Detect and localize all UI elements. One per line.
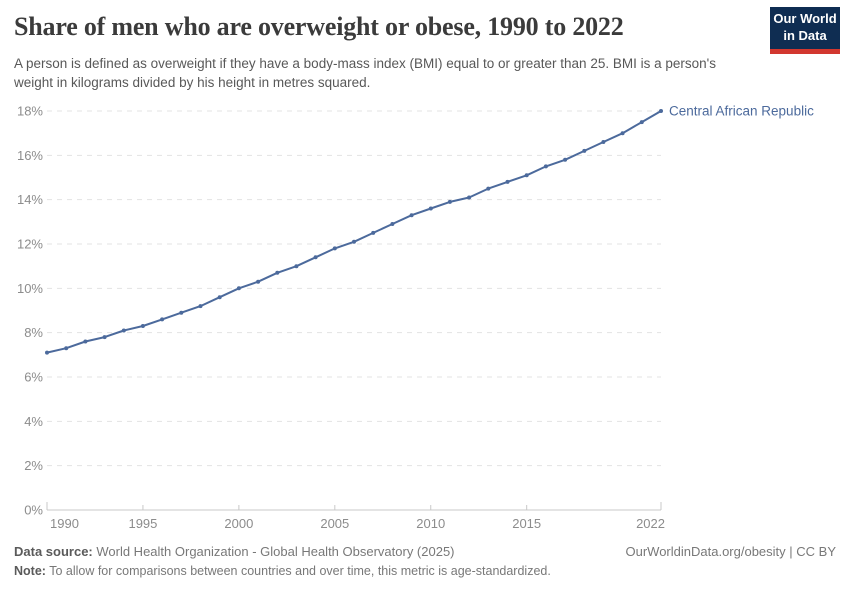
y-tick-label: 12% — [17, 237, 43, 252]
data-source-label: Data source: — [14, 544, 93, 559]
data-point-marker — [620, 131, 625, 136]
y-tick-label: 14% — [17, 192, 43, 207]
line-chart: 0% 2% 4% 6% 8% 10% 12% 14% 16% 18% 1990 1995 2000 200… — [17, 104, 814, 532]
y-tick-label: 2% — [24, 458, 43, 473]
y-tick-label: 4% — [24, 414, 43, 429]
data-point-marker — [409, 213, 414, 218]
owid-logo-line1: Our World — [773, 11, 837, 27]
y-tick-label: 0% — [24, 503, 43, 518]
page-title: Share of men who are overweight or obese… — [14, 12, 624, 41]
data-point-marker — [313, 255, 318, 260]
chart-subtitle: A person is defined as overweight if the… — [14, 56, 716, 91]
y-tick-label: 6% — [24, 370, 43, 385]
data-point-marker — [64, 346, 69, 351]
data-point-marker — [390, 222, 395, 226]
data-point-marker — [256, 279, 261, 284]
data-point-marker — [659, 109, 663, 113]
x-tick-label: 2015 — [512, 516, 541, 531]
note-label: Note: — [14, 564, 46, 578]
data-point-marker — [563, 157, 568, 162]
data-point-marker — [83, 339, 88, 344]
x-tick-label: 2000 — [224, 516, 253, 531]
note-text: To allow for comparisons between countri… — [45, 564, 551, 578]
x-tick-label: 2005 — [320, 516, 349, 531]
data-point-marker — [160, 317, 165, 322]
y-tick-label: 8% — [24, 325, 43, 340]
entity-label: Central African Republic — [669, 104, 814, 119]
data-point-marker — [543, 164, 548, 169]
x-tick-label: 1995 — [128, 516, 157, 531]
data-point-marker — [428, 206, 433, 211]
data-point-marker — [601, 140, 606, 144]
data-point-marker — [102, 335, 107, 340]
data-point-marker — [45, 350, 49, 355]
data-point-marker — [371, 230, 376, 235]
data-point-marker — [505, 179, 510, 184]
chart-svg: 0% 2% 4% 6% 8% 10% 12% 14% 16% 18% 1990 1995 2000 200… — [17, 104, 814, 532]
data-source-text: World Health Organization - Global Healt… — [92, 544, 455, 559]
owid-url-link[interactable]: OurWorldinData.org/obesity | CC BY — [625, 544, 837, 559]
data-point-marker — [332, 246, 337, 251]
data-point-marker — [294, 264, 299, 269]
data-point-marker — [275, 270, 280, 275]
data-source: Data source: World Health Organization -… — [14, 544, 455, 559]
x-tick-label: 2022 — [636, 516, 665, 531]
data-point-marker — [524, 173, 529, 178]
data-point-marker — [217, 295, 222, 300]
y-tick-label: 16% — [17, 148, 43, 163]
data-point-marker — [582, 148, 587, 153]
data-point-marker — [140, 324, 145, 328]
data-point-marker — [121, 328, 126, 333]
y-tick-label: 18% — [17, 104, 43, 119]
data-point-marker — [486, 186, 491, 191]
series-line — [46, 110, 662, 354]
owid-logo-line2: in Data — [783, 28, 827, 43]
data-point-marker — [198, 304, 203, 309]
owid-logo[interactable]: Our World in Data — [770, 7, 840, 54]
data-point-marker — [352, 239, 356, 244]
data-point-marker — [447, 199, 452, 204]
data-point-marker — [236, 286, 241, 291]
chart-footer: Data source: World Health Organization -… — [14, 544, 836, 578]
y-tick-label: 10% — [17, 281, 43, 296]
x-tick-label: 1990 — [50, 516, 79, 531]
data-point-marker — [179, 310, 184, 315]
note: Note: To allow for comparisons between c… — [14, 564, 836, 578]
data-point-marker — [639, 120, 644, 125]
x-tick-label: 2010 — [416, 516, 445, 531]
data-point-marker — [467, 195, 472, 200]
